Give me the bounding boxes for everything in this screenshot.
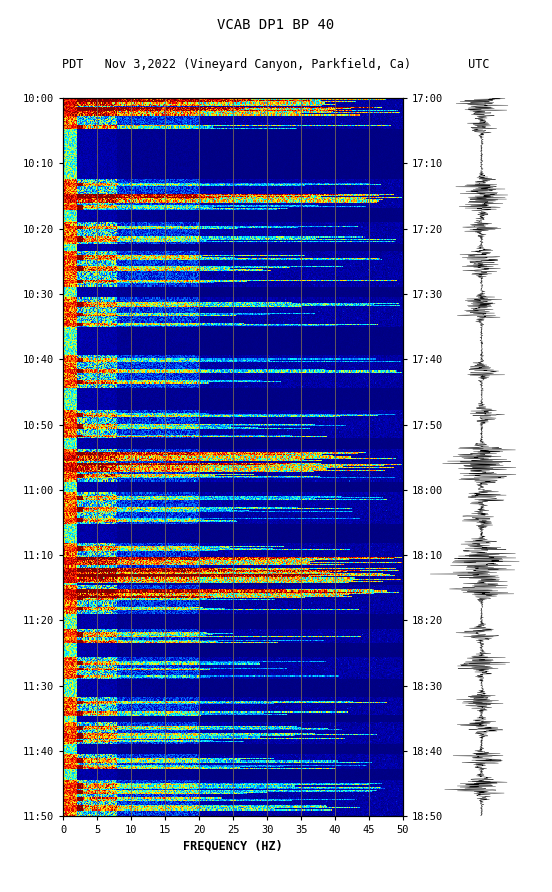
Text: VCAB DP1 BP 40: VCAB DP1 BP 40 — [217, 18, 335, 32]
Text: PDT   Nov 3,2022 (Vineyard Canyon, Parkfield, Ca)        UTC: PDT Nov 3,2022 (Vineyard Canyon, Parkfie… — [62, 58, 490, 71]
X-axis label: FREQUENCY (HZ): FREQUENCY (HZ) — [183, 839, 283, 853]
